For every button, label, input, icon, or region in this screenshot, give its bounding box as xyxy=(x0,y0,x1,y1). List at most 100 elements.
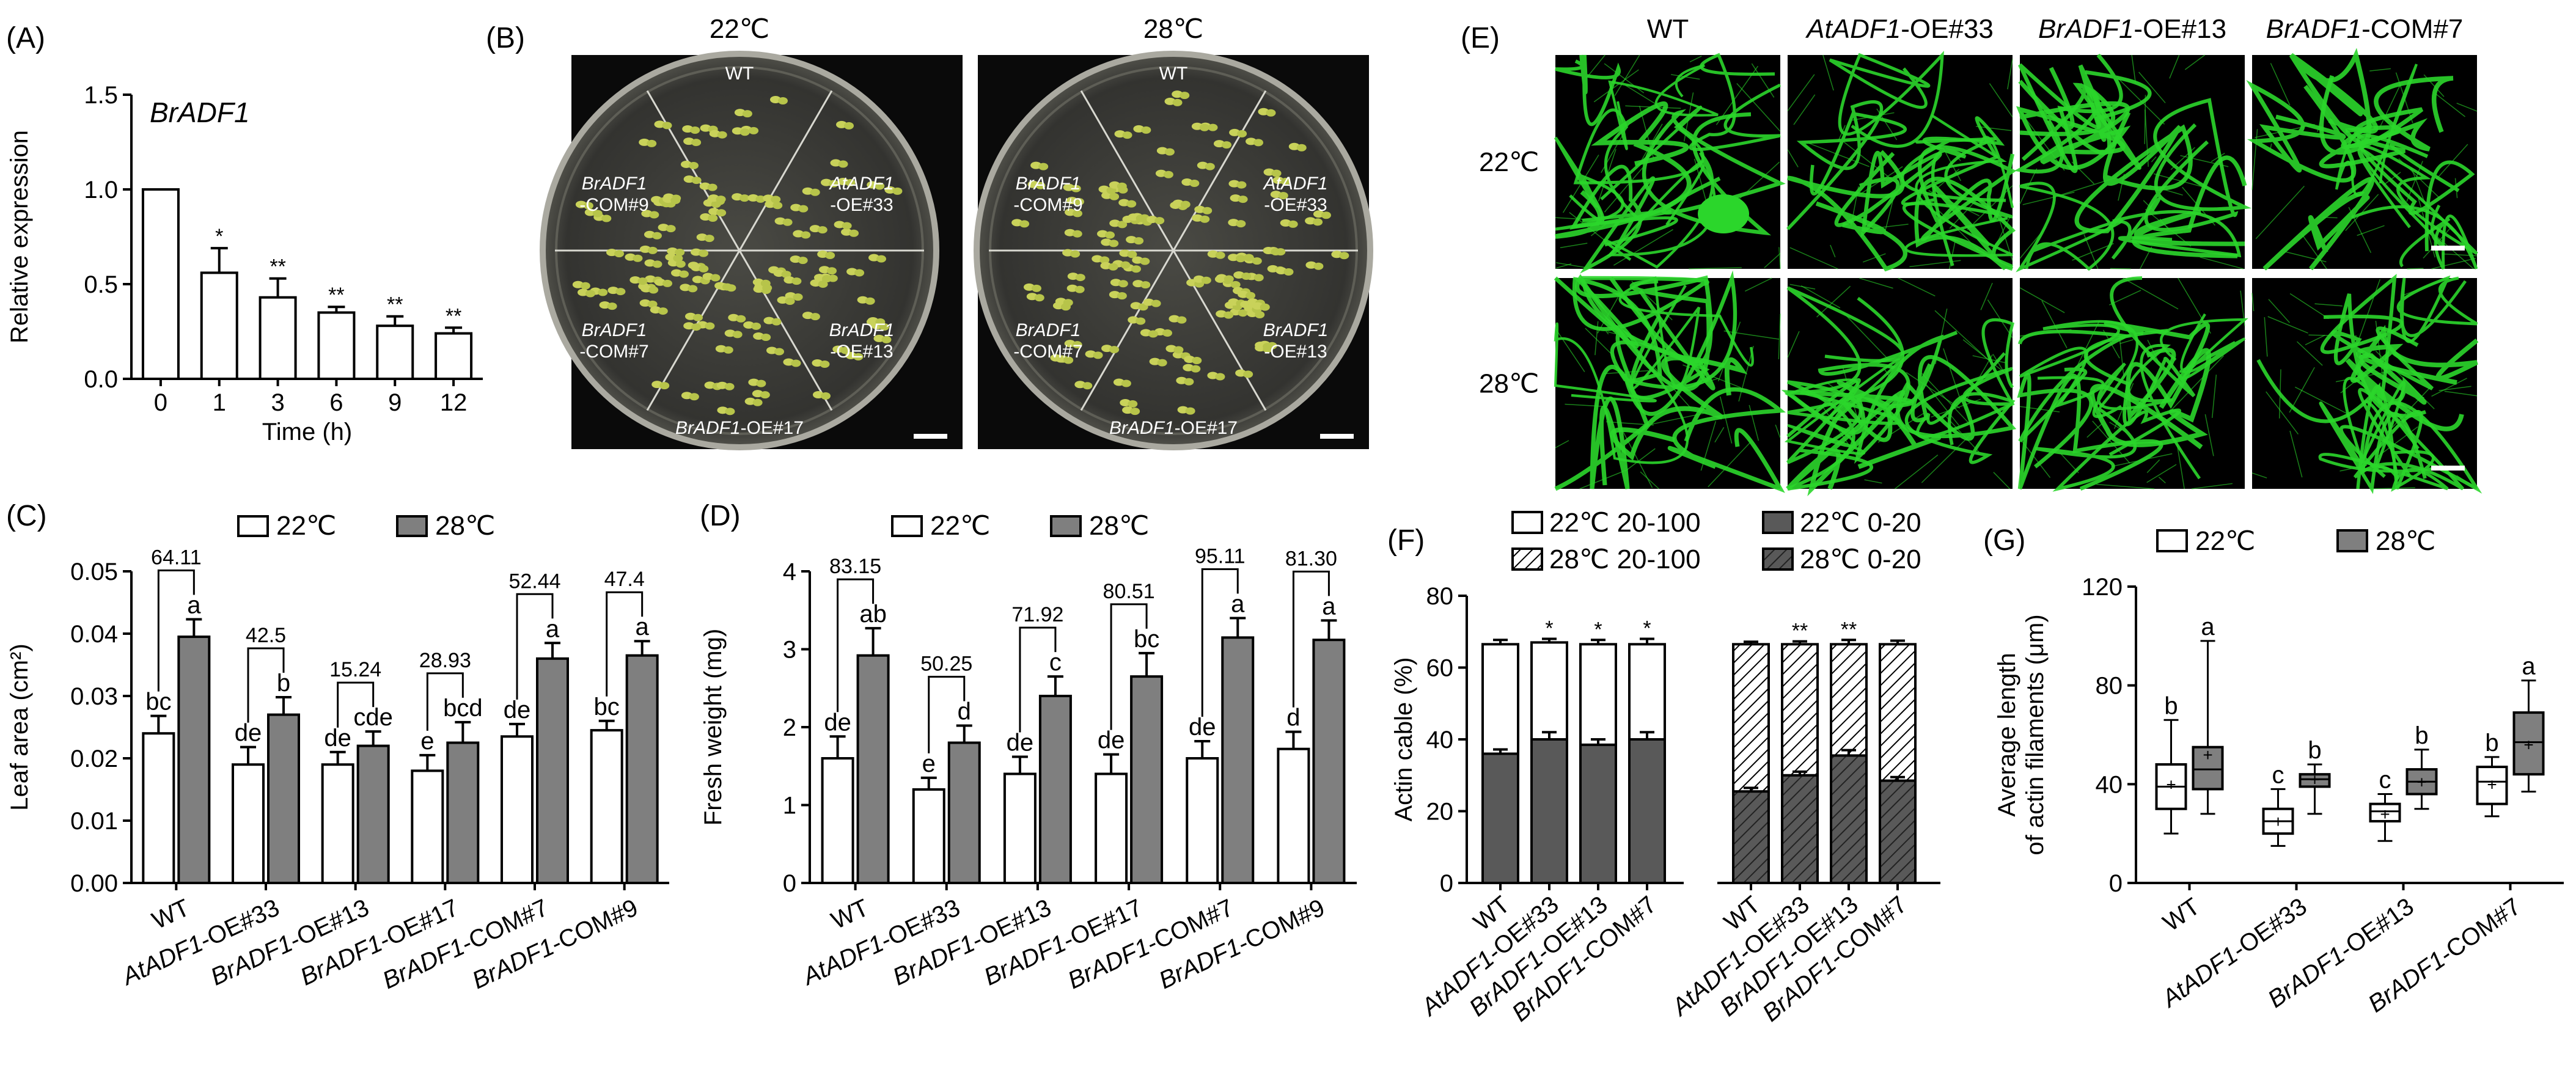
actin-filament xyxy=(1934,310,1991,362)
panel-a-bar xyxy=(376,324,414,381)
seedling xyxy=(662,122,672,130)
actin-filament xyxy=(1955,155,1961,161)
seedling xyxy=(1126,200,1137,208)
actin-filament xyxy=(2182,186,2216,226)
seedling xyxy=(1019,220,1030,228)
panel-d-bar xyxy=(1221,636,1255,884)
seedling xyxy=(1215,251,1225,259)
seedling xyxy=(1172,98,1183,106)
seedling xyxy=(1185,407,1195,415)
actin-filament xyxy=(1990,216,2011,257)
seedling xyxy=(881,335,892,343)
petri-label-bradf1-com9: BrADF1 xyxy=(582,174,647,194)
actin-filament xyxy=(2211,375,2217,418)
panel-c-y-tick-label: 0.05 xyxy=(70,558,118,585)
seedling xyxy=(875,318,886,326)
panel-d-bar xyxy=(1095,772,1128,884)
panel-a-bar xyxy=(435,332,473,380)
actin-filament xyxy=(2407,268,2424,269)
actin-filament xyxy=(2270,143,2272,149)
panel-c-letter: bcd xyxy=(443,695,483,722)
actin-filament xyxy=(1862,253,1886,263)
actin-filament xyxy=(1555,263,1572,269)
seedling xyxy=(1164,148,1175,156)
seedling xyxy=(670,197,681,205)
actin-filament xyxy=(2019,111,2065,171)
petri-label-bradf1-com9: -COM#9 xyxy=(1013,195,1082,215)
actin-filament xyxy=(2151,156,2157,163)
panel-b-temp-28: 28℃ xyxy=(1143,14,1203,44)
actin-filament xyxy=(1787,149,1799,167)
seedling xyxy=(1260,303,1270,311)
seedling xyxy=(1117,182,1127,190)
panel-d-y-tick-label: 1 xyxy=(783,793,796,819)
seedling xyxy=(755,195,766,203)
actin-filament xyxy=(2331,293,2434,418)
petri-label-atadf1-oe33: -OE#33 xyxy=(830,195,893,215)
panel-g-box xyxy=(2512,711,2545,776)
actin-filament xyxy=(1764,253,1781,268)
actin-filament xyxy=(2395,72,2413,123)
actin-filament xyxy=(2289,293,2329,320)
actin-filament xyxy=(2204,414,2214,456)
panel-d-bar xyxy=(856,654,890,884)
actin-filament xyxy=(1604,370,1649,375)
seedling xyxy=(1140,257,1150,265)
seedling xyxy=(649,211,659,219)
panel-d-letter: bc xyxy=(1134,626,1159,653)
seedling xyxy=(1109,346,1120,354)
seedling xyxy=(785,298,795,306)
seedling xyxy=(1243,370,1253,378)
actin-filament xyxy=(2118,174,2125,201)
panel-e-column-label: WT xyxy=(1647,14,1689,44)
actin-filament xyxy=(2083,234,2099,269)
seedling xyxy=(1131,265,1142,273)
seedling xyxy=(1253,139,1264,147)
seedling xyxy=(658,307,668,315)
seedling xyxy=(583,202,593,210)
actin-filament xyxy=(2019,168,2038,205)
actin-filament xyxy=(1608,64,1719,150)
seedling xyxy=(854,269,865,277)
actin-filament xyxy=(2264,317,2268,357)
seedling xyxy=(793,293,803,301)
actin-filament xyxy=(1579,469,1629,489)
seedling xyxy=(1236,255,1246,263)
seedling xyxy=(651,232,662,240)
panel-f-bar-lower xyxy=(1879,779,1917,884)
seedling xyxy=(1154,217,1165,225)
seedling xyxy=(798,257,808,265)
actin-filament xyxy=(2251,472,2267,478)
micrograph-image xyxy=(2020,278,2245,489)
panel-a-chart: 0.0 0.5 1.0 1.5 Relative expression 0 * 1 ** 3 ** 6… xyxy=(6,82,483,445)
panel-g-letter: b xyxy=(2415,722,2428,749)
panel-c-legend-label: 28℃ xyxy=(435,511,495,541)
scale-bar xyxy=(914,434,947,439)
seedling xyxy=(704,235,714,243)
scale-bar xyxy=(2431,466,2465,471)
actin-filament xyxy=(1787,150,1907,272)
actin-filament xyxy=(1604,167,1643,213)
seedling xyxy=(1280,178,1291,186)
seedling xyxy=(1236,220,1246,228)
seedling xyxy=(716,196,726,203)
actin-filament xyxy=(2200,257,2244,269)
seedling xyxy=(1224,311,1234,319)
seedling xyxy=(1252,257,1262,265)
actin-filament xyxy=(2278,369,2281,419)
seedling xyxy=(853,353,864,361)
actin-filament xyxy=(2153,173,2213,190)
seedling xyxy=(688,285,698,293)
panel-g-x-tick-label: WT xyxy=(2158,893,2204,937)
seedling xyxy=(690,126,700,134)
panel-d-letter: d xyxy=(1286,705,1300,731)
panel-a-x-label: Time (h) xyxy=(262,419,352,445)
actin-filament xyxy=(2444,390,2478,397)
panel-d-increase-label: 81.30 xyxy=(1285,547,1337,570)
actin-filament xyxy=(1683,92,1694,142)
panel-g-y-tick-label: 0 xyxy=(2109,870,2123,897)
actin-filament xyxy=(2318,450,2449,492)
petri-label-bradf1-com7: -COM#7 xyxy=(1013,342,1082,362)
actin-filament xyxy=(2109,422,2127,433)
panel-g-legend-swatch xyxy=(2156,529,2188,552)
